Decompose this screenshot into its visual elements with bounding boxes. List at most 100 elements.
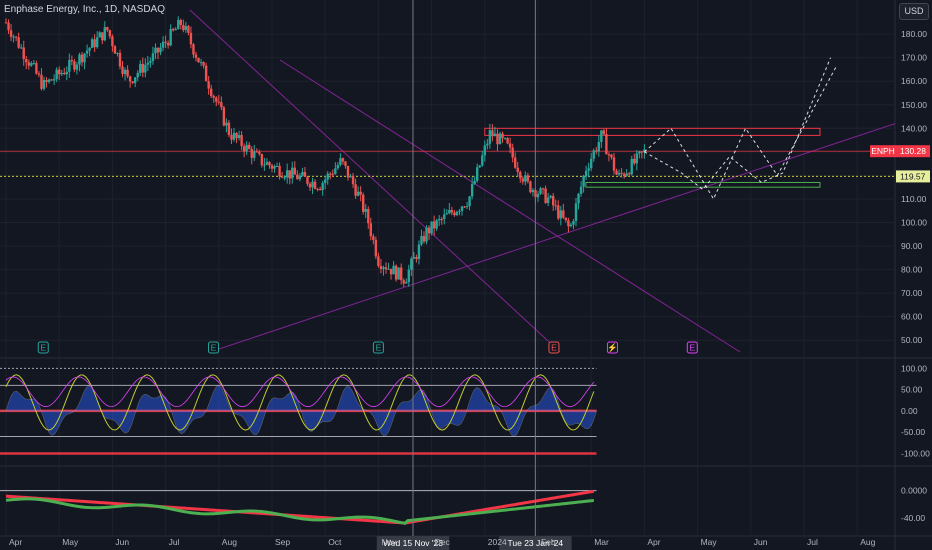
candle-body bbox=[202, 62, 205, 66]
candle-body bbox=[536, 193, 540, 198]
candle-body bbox=[448, 209, 451, 214]
candle-body bbox=[245, 144, 248, 152]
candle-body bbox=[248, 144, 251, 149]
candle-body bbox=[476, 167, 479, 181]
candle-body bbox=[362, 194, 365, 212]
candle-body bbox=[379, 265, 383, 269]
y-tick-label: 160.00 bbox=[901, 76, 927, 86]
candle-body bbox=[204, 65, 208, 82]
candle-body bbox=[291, 167, 294, 179]
candle-body bbox=[217, 101, 220, 103]
candle-body bbox=[574, 203, 578, 222]
event-marker-label: E bbox=[376, 343, 382, 353]
candle-body bbox=[113, 46, 117, 54]
trendlines bbox=[0, 9, 896, 353]
y-tick-label: 150.00 bbox=[901, 100, 927, 110]
candle-body bbox=[498, 133, 502, 145]
event-marker-label: E bbox=[551, 343, 557, 353]
candle-body bbox=[539, 188, 542, 194]
candle-body bbox=[63, 72, 66, 75]
candle-body bbox=[139, 63, 142, 73]
candle-body bbox=[265, 162, 269, 165]
x-tick-label: Feb bbox=[541, 537, 556, 547]
osc-y-tick-label: 0.00 bbox=[901, 406, 918, 416]
y-tick-label: 100.00 bbox=[901, 217, 927, 227]
trendline-ascending bbox=[209, 123, 896, 353]
candle-body bbox=[579, 186, 583, 194]
candle-body bbox=[524, 175, 527, 182]
candle-body bbox=[70, 60, 74, 62]
candle-body bbox=[60, 72, 63, 75]
candle-body bbox=[121, 66, 124, 74]
crosshair-date-box bbox=[376, 536, 450, 550]
resistance-zone bbox=[484, 127, 821, 136]
candle-body bbox=[225, 122, 228, 126]
candle-body bbox=[222, 107, 226, 126]
candle-body bbox=[9, 30, 13, 37]
candle-body bbox=[387, 268, 390, 270]
candle-body bbox=[602, 130, 606, 135]
candle-body bbox=[600, 130, 603, 143]
candle-body bbox=[582, 176, 585, 187]
candle-body bbox=[460, 206, 464, 211]
candle-body bbox=[187, 26, 190, 33]
candle-body bbox=[298, 175, 302, 180]
candle-body bbox=[35, 63, 38, 74]
candle-body bbox=[506, 138, 509, 144]
candle-body bbox=[192, 44, 195, 55]
candle-body bbox=[321, 182, 324, 191]
x-tick-label: Aug bbox=[860, 537, 875, 547]
candle-body bbox=[58, 69, 61, 75]
candle-body bbox=[463, 206, 466, 208]
candle-body bbox=[98, 32, 101, 38]
candle-body bbox=[275, 165, 279, 167]
candle-body bbox=[197, 57, 200, 63]
x-tick-label: 2024 bbox=[488, 537, 507, 547]
candle-body bbox=[159, 47, 162, 53]
x-tick-label: Mar bbox=[594, 537, 609, 547]
candle-body bbox=[194, 54, 198, 58]
candle-body bbox=[45, 79, 48, 83]
candle-body bbox=[128, 76, 132, 82]
candle-body bbox=[101, 32, 104, 41]
candle-body bbox=[14, 36, 18, 38]
currency-button[interactable]: USD bbox=[899, 3, 929, 20]
candle-body bbox=[32, 63, 36, 65]
candle-body bbox=[633, 158, 636, 164]
candle-body bbox=[552, 195, 555, 206]
candle-body bbox=[326, 173, 329, 180]
candle-body bbox=[341, 158, 345, 162]
last-price-tag-label: 130.28 bbox=[900, 146, 926, 156]
candle-body bbox=[610, 154, 613, 158]
x-tick-label: Jun bbox=[115, 537, 129, 547]
candle-body bbox=[410, 258, 413, 270]
candle-body bbox=[377, 256, 380, 266]
symbol-tag-label: ENPH bbox=[871, 146, 895, 156]
candle-body bbox=[412, 257, 416, 259]
candle-body bbox=[635, 153, 638, 164]
y-tick-label: 70.00 bbox=[901, 288, 923, 298]
candle-body bbox=[417, 244, 421, 260]
candle-body bbox=[331, 173, 334, 175]
candle-body bbox=[80, 54, 84, 63]
candle-body bbox=[263, 164, 266, 166]
candle-body bbox=[346, 165, 350, 178]
candle-body bbox=[144, 64, 147, 73]
candle-body bbox=[615, 170, 618, 175]
candle-body bbox=[111, 36, 114, 47]
candle-body bbox=[597, 142, 600, 152]
candle-body bbox=[458, 210, 461, 212]
candle-body bbox=[349, 176, 352, 178]
candle-body bbox=[240, 135, 243, 147]
candle-body bbox=[316, 188, 319, 190]
price-zones bbox=[484, 127, 821, 188]
candle-body bbox=[166, 42, 170, 46]
candle-body bbox=[303, 172, 307, 177]
event-marker-label: E bbox=[211, 343, 217, 353]
candle-body bbox=[486, 143, 489, 146]
x-tick-label: Jul bbox=[169, 537, 180, 547]
candle-body bbox=[392, 265, 395, 275]
candle-body bbox=[52, 79, 56, 81]
